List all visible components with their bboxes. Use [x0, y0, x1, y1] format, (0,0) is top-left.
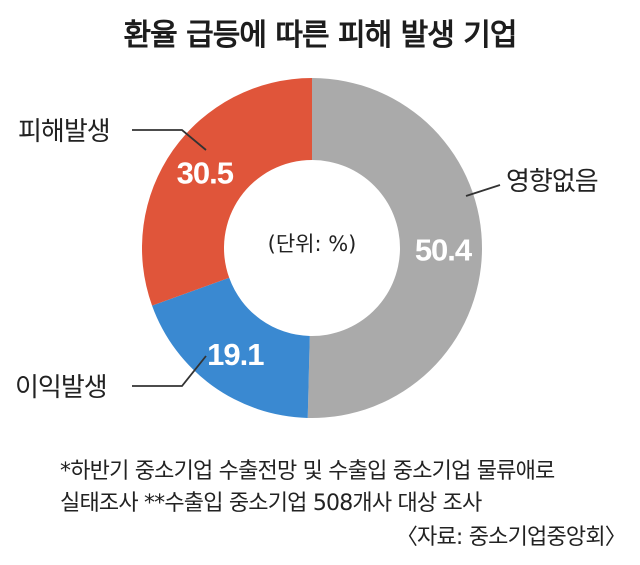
chart-title: 환율 급등에 따른 피해 발생 기업: [123, 18, 517, 53]
donut-slice-3: [141, 78, 312, 306]
footnote-line-1: *하반기 중소기업 수출전망 및 수출입 중소기업 물류애로: [60, 459, 555, 484]
center-label: (단위: %): [268, 232, 357, 256]
donut-slice-2: [152, 277, 310, 418]
slice-value-label-3: 30.5: [177, 156, 234, 191]
slice-category-label-3: 피해발생: [18, 117, 110, 147]
slice-category-label-2: 이익발생: [15, 373, 107, 403]
slice-category-label-1: 영향없음: [506, 167, 598, 197]
leaders-layer: [132, 129, 501, 387]
footnote-line-2: 실태조사 **수출입 중소기업 508개사 대상 조사: [60, 491, 482, 516]
slice-value-label-2: 19.1: [207, 337, 264, 372]
leader-line-3: [132, 129, 207, 151]
slices-layer: [141, 78, 483, 418]
slice-value-label-1: 50.4: [415, 233, 473, 268]
donut-slice-1: [307, 78, 483, 418]
source-credit: 〈자료: 중소기업중앙회〉: [395, 525, 627, 550]
leader-line-1: [465, 184, 501, 197]
leader-line-2: [132, 355, 207, 387]
